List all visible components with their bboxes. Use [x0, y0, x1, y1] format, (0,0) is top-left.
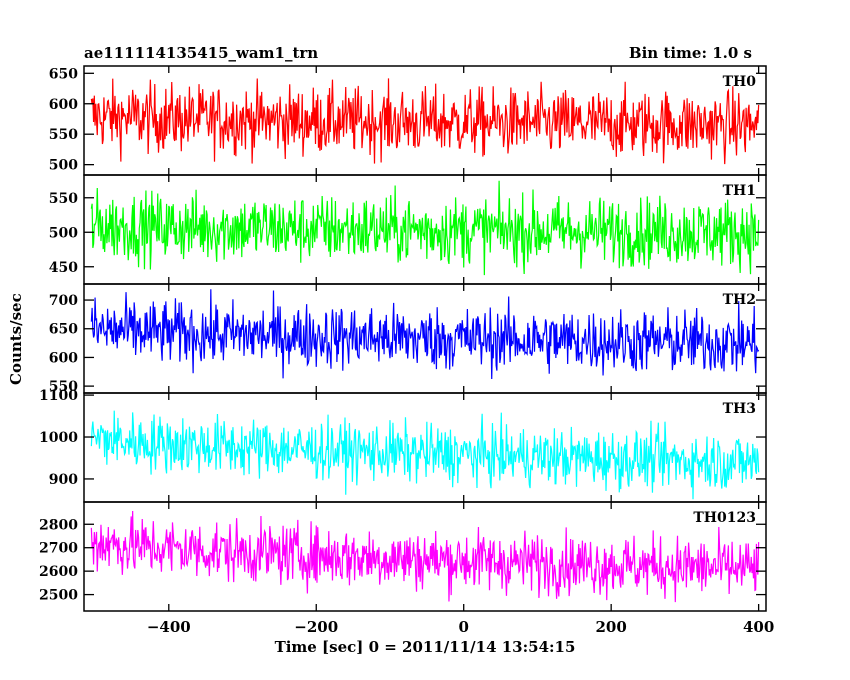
- chart-title: ae111114135415_wam1_trn: [84, 44, 319, 62]
- y-tick-label: 450: [49, 260, 78, 276]
- y-tick-label: 2800: [39, 517, 78, 533]
- x-tick-label: 200: [596, 618, 627, 636]
- y-tick-label: 2600: [39, 564, 78, 580]
- y-tick-label: 1000: [39, 430, 78, 446]
- y-tick-label: 500: [49, 158, 78, 174]
- panel-label-th0123: TH0123: [693, 510, 756, 526]
- series-line-th2: [90, 289, 760, 379]
- series-line-th1: [90, 180, 760, 276]
- y-tick-label: 2700: [39, 541, 78, 557]
- x-tick-label: 400: [743, 618, 774, 636]
- panel-label-th3: TH3: [723, 401, 756, 417]
- y-axis-label: Counts/sec: [7, 293, 25, 385]
- x-tick-label: −400: [147, 618, 191, 636]
- panel-label-th1: TH1: [723, 183, 756, 199]
- bin-time-label: Bin time: 1.0 s: [628, 44, 752, 62]
- y-tick-label: 900: [49, 472, 78, 488]
- series-line-th3: [90, 410, 760, 500]
- x-axis-label: Time [sec] 0 = 2011/11/14 13:54:15: [274, 638, 576, 656]
- panel-label-th2: TH2: [723, 292, 756, 308]
- y-tick-label: 600: [49, 350, 78, 366]
- y-tick-label: 650: [49, 66, 78, 82]
- x-tick-label: 0: [458, 618, 468, 636]
- y-tick-label: 2500: [39, 588, 78, 604]
- y-tick-label: 1100: [39, 388, 78, 404]
- y-tick-label: 550: [49, 191, 78, 207]
- y-tick-label: 550: [49, 379, 78, 395]
- y-tick-label: 650: [49, 322, 78, 338]
- y-tick-label: 550: [49, 127, 78, 143]
- x-tick-label: −200: [294, 618, 338, 636]
- y-tick-label: 500: [49, 225, 78, 241]
- y-tick-label: 600: [49, 97, 78, 113]
- series-line-th0: [90, 78, 760, 165]
- series-line-th0123: [90, 511, 760, 603]
- y-tick-label: 700: [49, 293, 78, 309]
- panel-frame-th0123: [83, 501, 767, 612]
- panel-label-th0: TH0: [723, 74, 757, 90]
